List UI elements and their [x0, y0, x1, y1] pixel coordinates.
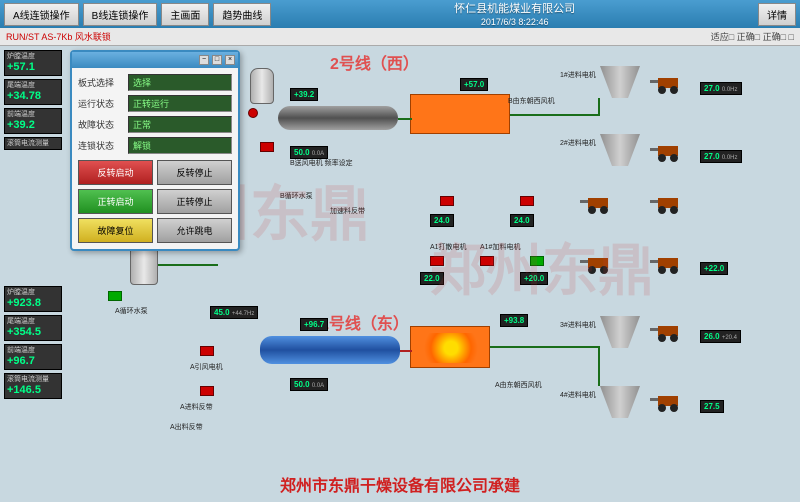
panel-fault-state: 正常	[128, 116, 232, 133]
readout-a-hop1[interactable]: 26.0 +20.4	[700, 330, 741, 343]
readout-mid2[interactable]: 24.0	[510, 214, 534, 227]
motor-row-2[interactable]	[480, 256, 494, 266]
readout-mid1[interactable]: 24.0	[430, 214, 454, 227]
panel-lock-state: 解锁	[128, 137, 232, 154]
btn-rev-start[interactable]: 反转启动	[78, 160, 153, 185]
motor-row-3[interactable]	[530, 256, 544, 266]
hopper-a1	[600, 316, 640, 348]
readout-row1[interactable]: 22.0	[420, 272, 444, 285]
readout-row2[interactable]: +20.0	[520, 272, 548, 285]
dryer-a	[260, 336, 400, 364]
loader-r1	[580, 256, 612, 274]
loader-m1	[580, 196, 612, 214]
btn-fwd-start[interactable]: 正转启动	[78, 189, 153, 214]
nav-b-line[interactable]: B线连锁操作	[83, 3, 158, 26]
readout-b-hop1[interactable]: 27.0 0.0Hz	[700, 82, 742, 95]
panel-max-icon[interactable]: □	[212, 55, 222, 65]
panel-run-state: 正转运行	[128, 95, 232, 112]
status-left: RUN/ST AS-7Kb 风水联锁	[6, 30, 111, 43]
status-right: 适应□ 正确□ 正确□ □	[711, 30, 794, 43]
btn-fwd-stop[interactable]: 正转停止	[157, 189, 232, 214]
nav-detail[interactable]: 详情	[758, 3, 796, 26]
panel-close-icon[interactable]: ×	[225, 55, 235, 65]
line1-label: 1号线（东）	[320, 310, 409, 334]
btn-rev-stop[interactable]: 反转停止	[157, 160, 232, 185]
loader-a2	[650, 394, 682, 412]
motor-a-recirc[interactable]	[200, 386, 214, 396]
dryer-b	[278, 106, 398, 130]
motor-mid2[interactable]	[520, 196, 534, 206]
nav-main[interactable]: 主画面	[161, 3, 209, 26]
loader-r2	[650, 256, 682, 274]
motor-a-feed[interactable]	[108, 291, 122, 301]
loader-b2	[650, 144, 682, 162]
watermark2: 郑州东鼎	[430, 226, 654, 307]
gauge-column-b: 炉膛温度+923.8 尾端温度+354.5 前端温度+96.7 滚筒电流测量+1…	[4, 286, 62, 399]
loader-m2	[650, 196, 682, 214]
readout-b-hop2[interactable]: 27.0 0.0Hz	[700, 150, 742, 163]
hopper-b2	[600, 134, 640, 166]
panel-min-icon[interactable]: −	[199, 55, 209, 65]
motor-b-fan[interactable]	[260, 142, 274, 152]
loader-a1	[650, 324, 682, 342]
readout-a-hop2[interactable]: 27.5	[700, 400, 724, 413]
motor-a-inlet[interactable]	[200, 346, 214, 356]
readout-b-furnace-temp: +57.0	[460, 78, 488, 91]
btn-allow-trip[interactable]: 允许跳电	[157, 218, 232, 243]
motor-row-1[interactable]	[430, 256, 444, 266]
readout-a-pump[interactable]: 45.0 +44.7Hz	[210, 306, 258, 319]
footer-text: 郑州市东鼎干燥设备有限公司承建	[0, 472, 800, 496]
readout-b-front-temp: +39.2	[290, 88, 318, 101]
nav-trend[interactable]: 趋势曲线	[213, 3, 271, 26]
panel-mode[interactable]: 选择	[128, 74, 232, 91]
hopper-b1	[600, 66, 640, 98]
valve-b1[interactable]	[248, 108, 258, 118]
line2-label: 2号线（西）	[330, 50, 419, 74]
readout-a-front-temp: +96.7	[300, 318, 328, 331]
loader-b1	[650, 76, 682, 94]
furnace-b	[410, 94, 510, 134]
btn-fault-reset[interactable]: 故障复位	[78, 218, 153, 243]
tank-b	[250, 68, 274, 104]
hopper-a2	[600, 386, 640, 418]
furnace-a	[410, 326, 490, 368]
readout-a-furnace: +93.8	[500, 314, 528, 327]
readout-a-fan[interactable]: 50.0 0.0A	[290, 378, 328, 391]
readout-r2[interactable]: +22.0	[700, 262, 728, 275]
motor-mid1[interactable]	[440, 196, 454, 206]
nav-a-line[interactable]: A线连锁操作	[4, 3, 79, 26]
app-title: 怀仁县机能煤业有限公司 2017/6/3 8:22:46	[275, 0, 754, 28]
gauge-column-a: 炉膛温度+57.1 尾端温度+34.78 前端温度+39.2 滚筒电流测量	[4, 50, 62, 150]
control-panel: − □ × 板式选择选择 运行状态正转运行 故障状态正常 连锁状态解锁 反转启动…	[70, 50, 240, 251]
